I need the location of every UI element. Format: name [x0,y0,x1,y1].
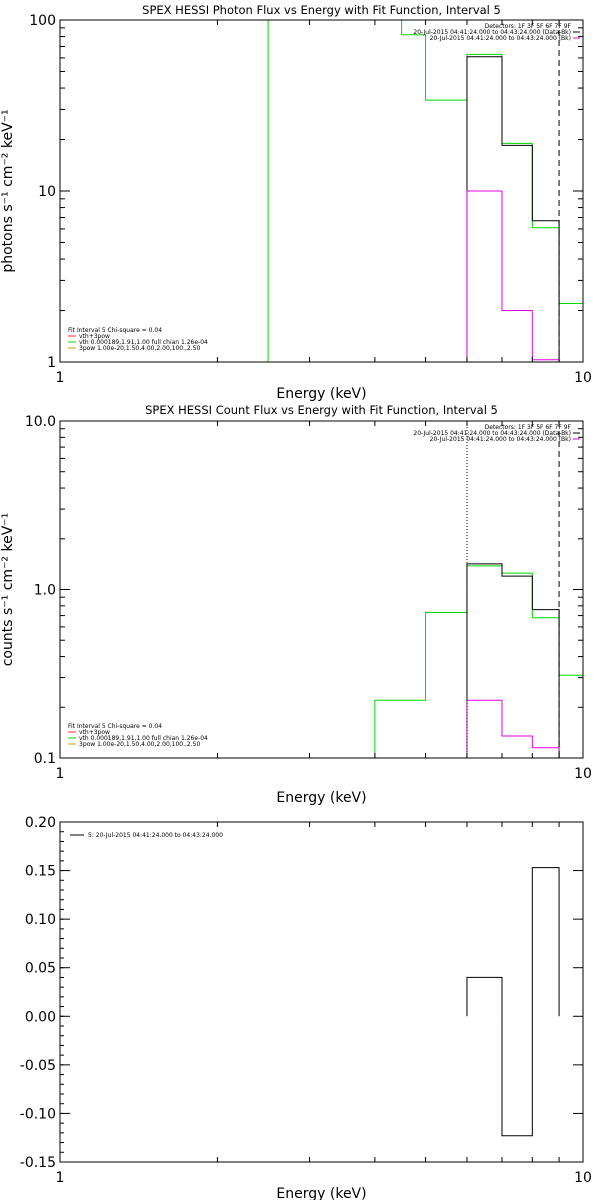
chart-panel-1: 1 10 1 10 100 SPEX HESSI Photon Flux vs Energ… [0,3,592,402]
series-line-3 [466,699,560,758]
fit-legend-entry: vth+3pow [79,333,110,340]
axes-frame [59,420,584,759]
x-tick-label: 10 [574,370,592,386]
x-tick-label: 1 [56,766,65,782]
chart-panel-3: 1 10 -0.15 -0.10 -0.05 0.00 0.05 0.10 0.15 0.20 En… [20,815,592,1200]
chart-title: SPEX HESSI Photon Flux vs Energy with Fi… [142,3,501,17]
fit-legend-entry: 3pow 1.00e-20,1.50,4.00,2.00,100.,2.50 [79,345,200,352]
plot-area [466,867,560,1137]
series-line-1 [267,20,583,362]
x-axis-label: Energy (keV) [276,1186,366,1200]
y-tick-label: -0.15 [20,1155,56,1171]
fit-legend-entry: vth+3pow [79,729,110,736]
fit-legend-entry: vth 0.000189,1.91,1.00 full chian 1.26e-… [79,735,208,742]
y-tick-label: 10 [38,184,56,200]
legend-entry: Detectors: 1F 3F 5F 6F 7F 9F [485,23,572,30]
y-axis-label: photons s⁻¹ cm⁻² keV⁻¹ [0,109,16,272]
legend-entry: 20-Jul-2015 04:41:24.000 to 04:43:24.000… [413,29,571,36]
y-tick-label: 0.15 [25,864,56,880]
axes-frame [59,821,584,1163]
legend-entry: 20-Jul-2015 04:41:24.000 to 04:43:24.000… [430,436,571,443]
plot-area [374,421,583,758]
y-tick-label: 0.00 [25,1009,56,1025]
y-tick-label: -0.10 [20,1106,56,1122]
fit-legend-entry: 3pow 1.00e-20,1.50,4.00,2.00,100.,2.50 [79,741,200,748]
chart-panel-2: 1 10 0.1 1.0 10.0 SPEX HESSI Count Flux vs En… [0,403,592,806]
series-line-1 [374,565,583,758]
x-axis-label: Energy (keV) [276,386,366,402]
y-tick-label: 0.05 [25,961,56,977]
x-axis-label: Energy (keV) [276,790,366,806]
x-tick-label: 10 [574,1170,592,1186]
y-tick-label: 1.0 [34,583,56,599]
y-tick-label: 1 [47,355,56,371]
x-tick-label: 1 [56,1170,65,1186]
series-line-1 [466,867,560,1137]
y-tick-label: 10.0 [25,414,56,430]
series-line-2 [466,56,560,362]
x-tick-label: 10 [574,766,592,782]
y-tick-label: 0.10 [25,912,56,928]
fit-legend-entry: Fit Interval 5 Chi-square = 0.04 [68,723,162,730]
plot-area [267,20,583,362]
y-tick-label: 100 [29,13,56,29]
series-line-3 [466,190,560,362]
legend-entry: 20-Jul-2015 04:41:24.000 to 04:43:24.000… [413,430,571,437]
fit-legend-entry: vth 0.000189,1.91,1.00 full chian 1.26e-… [79,339,208,346]
legend-entry: 20-Jul-2015 04:41:24.000 to 04:43:24.000… [430,35,571,42]
y-axis-label: counts s⁻¹ cm⁻² keV⁻¹ [0,513,16,667]
chart-title: SPEX HESSI Count Flux vs Energy with Fit… [145,403,498,417]
fit-legend-entry: Fit Interval 5 Chi-square = 0.04 [68,327,162,334]
y-tick-label: -0.05 [20,1058,56,1074]
legend-entry: Detectors: 1F 3F 5F 6F 7F 9F [485,424,572,431]
series-line-2 [466,563,560,758]
x-tick-label: 1 [56,370,65,386]
y-tick-label: 0.1 [34,751,56,767]
legend-entry: 5: 20-Jul-2015 04:41:24.000 to 04:43:24.… [88,832,223,839]
y-tick-label: 0.20 [25,815,56,831]
